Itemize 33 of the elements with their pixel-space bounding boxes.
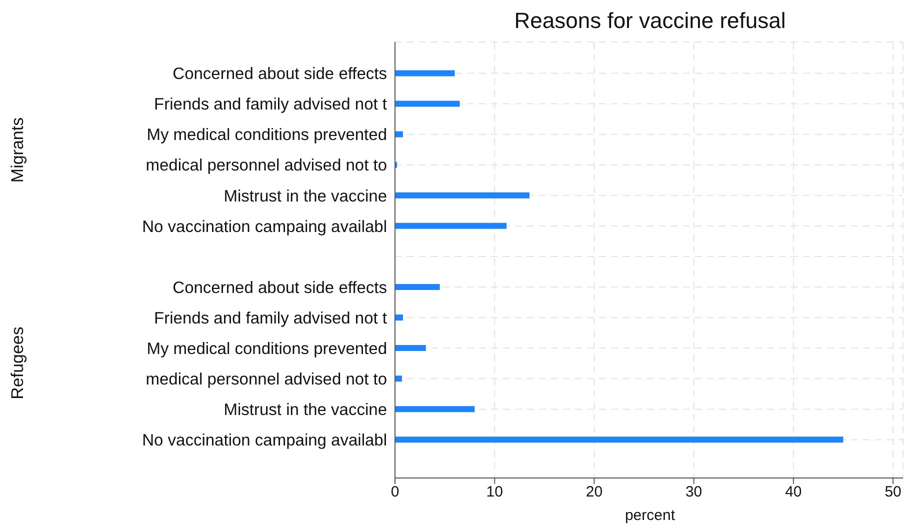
bar <box>395 131 403 138</box>
y-tick-label: medical personnel advised not to <box>146 370 387 389</box>
y-tick-label: Friends and family advised not t <box>154 96 388 114</box>
y-tick-label: Concerned about side effects <box>172 278 387 297</box>
bar <box>395 345 426 352</box>
y-tick-label: Mistrust in the vaccine <box>224 187 387 206</box>
y-tick-label: No vaccination campaing availabl <box>142 218 387 236</box>
bar <box>395 192 530 198</box>
x-tick-label: 0 <box>390 484 400 501</box>
y-tick-label: My medical conditions prevented <box>146 126 387 144</box>
y-tick-label: medical personnel advised not to <box>146 156 387 175</box>
bar <box>395 406 475 412</box>
bar <box>395 284 440 290</box>
bar <box>395 376 402 382</box>
y-tick-label: Mistrust in the vaccine <box>224 401 387 420</box>
x-tick-label: 30 <box>685 484 702 501</box>
x-tick-label: 10 <box>486 484 503 501</box>
bar <box>395 100 460 107</box>
y-tick-label: My medical conditions prevented <box>146 340 387 358</box>
y-tick-label: Friends and family advised not t <box>154 309 388 328</box>
y-tick-label: No vaccination campaing availabl <box>142 432 387 450</box>
x-tick-label: 50 <box>884 484 902 501</box>
x-axis-title: percent <box>624 507 676 524</box>
x-tick-label: 40 <box>785 484 802 501</box>
bar <box>395 436 844 443</box>
y-tick-label: Concerned about side effects <box>172 65 387 84</box>
x-tick-label: 20 <box>586 484 603 501</box>
chart-title: Reasons for vaccine refusal <box>513 8 787 34</box>
bar <box>395 222 507 229</box>
bar <box>395 314 403 321</box>
text: Refugees <box>8 326 28 400</box>
bar <box>395 70 455 76</box>
text: Migrants <box>8 117 28 182</box>
